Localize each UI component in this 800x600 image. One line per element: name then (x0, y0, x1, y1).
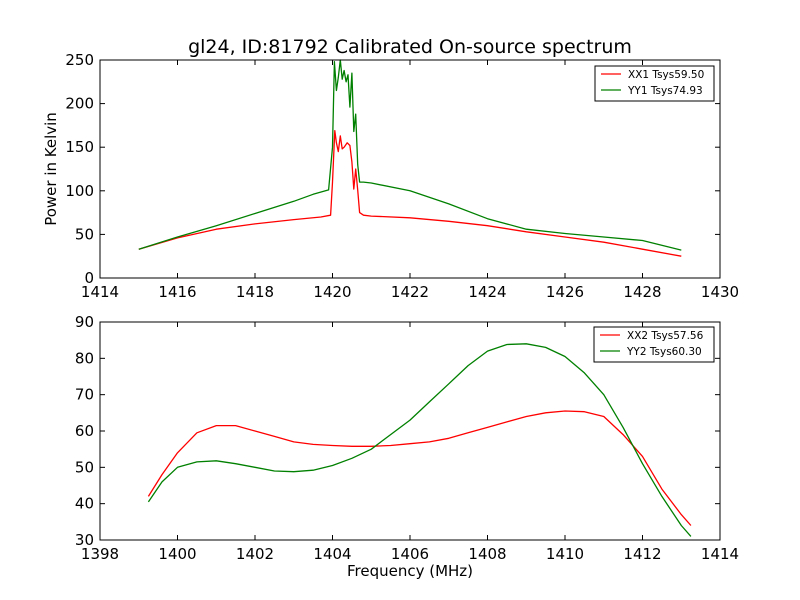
legend: XX2 Tsys57.56 YY2 Tsys60.30 (593, 326, 715, 363)
x-tick-label: 1412 (623, 545, 661, 563)
y-tick-label: 50 (75, 458, 94, 476)
x-tick-label: 1422 (391, 283, 429, 301)
series-line-yy2 (147, 343, 692, 537)
x-tick-label: 1420 (313, 283, 351, 301)
legend-label-xx2: XX2 Tsys57.56 (627, 330, 704, 342)
x-tick-label: 1418 (236, 283, 274, 301)
x-tick-label: 1408 (468, 545, 506, 563)
x-tick-label: 1414 (701, 545, 739, 563)
y-tick-label: 80 (75, 349, 94, 367)
y-tick-label: 70 (75, 386, 94, 404)
x-tick-label: 1416 (158, 283, 196, 301)
legend-box (594, 65, 715, 102)
y-tick-label: 250 (65, 51, 94, 69)
plot-frame (99, 59, 721, 279)
x-tick-label: 1410 (546, 545, 584, 563)
plot-frame (99, 321, 721, 541)
legend-box (593, 326, 715, 363)
x-tick-label: 1406 (391, 545, 429, 563)
y-tick-label: 30 (75, 531, 94, 549)
series-lines (138, 59, 682, 257)
top-spectrum-panel: gl24, ID:81792 Calibrated On-source spec… (42, 36, 739, 301)
x-tick-label: 1430 (701, 283, 739, 301)
y-tick-label: 40 (75, 495, 94, 513)
series-line-xx2 (147, 410, 692, 526)
y-tick-label: 100 (65, 182, 94, 200)
y-tick-label: 90 (75, 313, 94, 331)
x-tick-label: 1428 (623, 283, 661, 301)
axis-ticks: 1414 1416 1418 1420 1422 1424 1426 1428 1430 0 50 1… (65, 51, 739, 301)
y-tick-label: 50 (75, 225, 94, 243)
y-axis-label: Power in Kelvin (42, 112, 60, 226)
y-tick-label: 200 (65, 95, 94, 113)
y-tick-label: 0 (84, 269, 94, 287)
x-tick-label: 1402 (236, 545, 274, 563)
legend-label-yy1: YY1 Tsys74.93 (627, 85, 703, 97)
legend-label-xx1: XX1 Tsys59.50 (628, 69, 704, 81)
axis-ticks: 1398 1400 1402 1404 1406 1408 1410 1412 1414 30 40… (75, 313, 739, 563)
legend: XX1 Tsys59.50 YY1 Tsys74.93 (594, 65, 715, 102)
x-tick-label: 1424 (468, 283, 506, 301)
x-tick-label: 1414 (81, 283, 119, 301)
x-tick-label: 1398 (81, 545, 119, 563)
bottom-spectrum-panel: Frequency (MHz) 1398 1400 1402 1404 1406 1408… (75, 313, 739, 580)
x-tick-label: 1400 (158, 545, 196, 563)
series-line-xx1 (138, 129, 682, 257)
y-tick-label: 60 (75, 422, 94, 440)
legend-label-yy2: YY2 Tsys60.30 (626, 346, 702, 358)
x-axis-label: Frequency (MHz) (347, 562, 473, 580)
x-tick-label: 1426 (546, 283, 584, 301)
series-lines (147, 343, 692, 537)
y-tick-label: 150 (65, 138, 94, 156)
series-line-yy1 (138, 59, 682, 251)
chart-title: gl24, ID:81792 Calibrated On-source spec… (188, 36, 632, 58)
x-tick-label: 1404 (313, 545, 351, 563)
